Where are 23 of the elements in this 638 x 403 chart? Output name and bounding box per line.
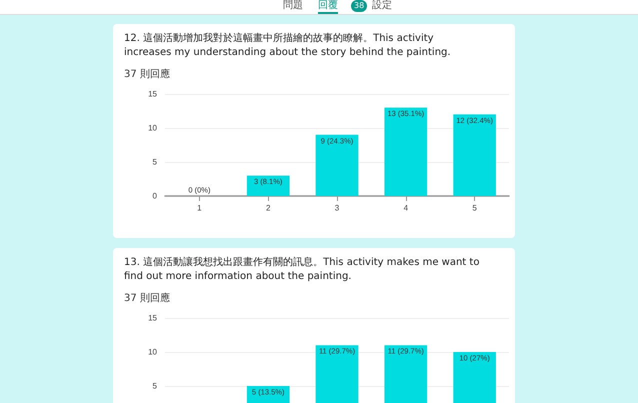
y-tick-label: 10 [148,348,158,356]
bar [246,176,290,196]
x-tick-label: 3 [334,204,340,212]
chart-subtitle: 37 則回應 [124,292,170,305]
y-tick-label: 5 [152,382,158,390]
bar [384,108,428,196]
chart-title: 12. 這個活動增加我對於這幅畫中所描繪的故事的瞭解。This activity increases my understanding about the story behind the painting. [124,32,452,60]
x-tick-label: 2 [266,204,271,212]
chart-title: 13. 這個活動讓我想找出跟畫作有關的訊息。This activity makes me want to find out more information about the painting. [124,256,480,284]
x-tick-label: 1 [197,204,202,212]
bar [316,134,358,196]
text: 問題 [283,0,303,12]
chart-subtitle: 37 則回應 [124,68,170,81]
bar [453,114,496,196]
y-tick-label: 15 [148,90,158,98]
x-tick-label: 4 [404,204,409,212]
y-tick-label: 15 [148,314,158,322]
y-tick-label: 5 [152,158,158,166]
y-tick-label: 0 [152,192,158,200]
text: 回覆 [318,0,338,14]
y-tick-label: 10 [148,124,158,132]
x-tick-label: 5 [472,204,478,212]
text: 38 [351,0,368,12]
